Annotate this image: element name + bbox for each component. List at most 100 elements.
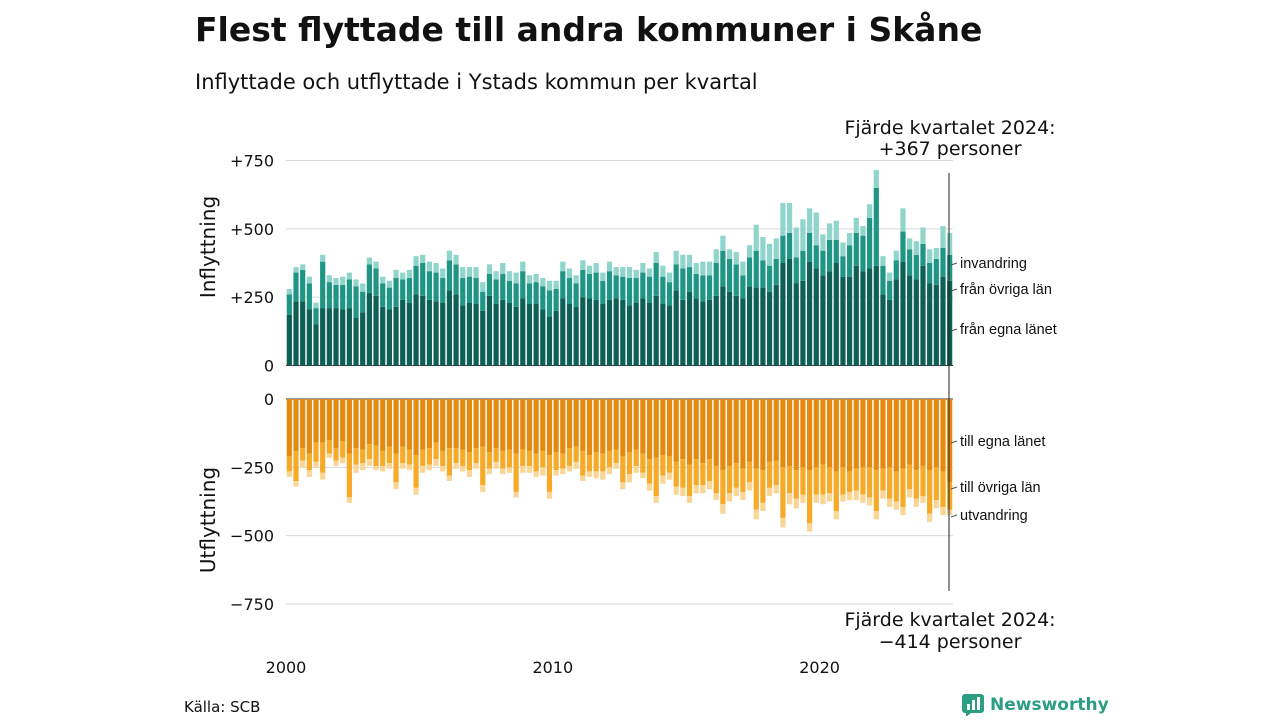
bar-in-own: [933, 284, 939, 366]
bar-out-own: [606, 399, 613, 451]
bar-in-other: [873, 187, 879, 266]
bar-in-immigration: [766, 243, 773, 266]
bar-out-emigration: [700, 485, 706, 494]
bar-in-other: [486, 273, 493, 296]
bar-in-other: [766, 265, 773, 292]
bar-out-emigration: [466, 470, 473, 477]
bar-out-other: [746, 461, 753, 483]
bar-in-other: [720, 250, 726, 287]
bar-out-own: [680, 399, 686, 460]
bar-in-other: [393, 278, 399, 307]
bar-in-other: [806, 232, 813, 262]
bar-in-other: [473, 278, 479, 304]
bar-in-own: [940, 276, 946, 366]
bar-in-other: [680, 268, 686, 300]
bar-out-other: [540, 450, 546, 468]
source-note: Källa: SCB: [184, 698, 261, 716]
bar-in-other: [940, 247, 946, 277]
bar-out-emigration: [313, 461, 319, 468]
bar-in-immigration: [860, 226, 866, 236]
bottom-annotation-line1: Fjärde kvartalet 2024:: [844, 609, 1055, 631]
bar-in-immigration: [426, 261, 433, 272]
bar-in-immigration: [573, 275, 579, 284]
bar-in-immigration: [593, 263, 599, 273]
bar-out-other: [847, 471, 853, 492]
bar-in-own: [793, 283, 799, 366]
bar-out-emigration: [820, 494, 826, 505]
bar-in-other: [827, 239, 833, 272]
bar-in-own: [867, 268, 873, 366]
series-label: invandring: [960, 256, 1027, 272]
bar-out-other: [860, 467, 866, 495]
series-label: till övriga län: [960, 480, 1041, 496]
bar-out-own: [473, 399, 479, 449]
bar-out-own: [760, 399, 766, 471]
bar-out-own: [533, 399, 539, 454]
bar-in-own: [393, 306, 399, 366]
series-label: från egna länet: [960, 322, 1057, 338]
ytick-top: +500: [230, 220, 274, 239]
bar-out-other: [646, 459, 653, 484]
bar-out-other: [386, 446, 392, 464]
bar-in-own: [493, 304, 499, 366]
chart-subtitle: Inflyttade och utflyttade i Ystads kommu…: [195, 70, 758, 94]
bottom-annotation-line2: −414 personer: [879, 631, 1022, 653]
bar-in-own: [560, 298, 566, 366]
bar-in-immigration: [413, 256, 419, 266]
bar-in-own: [580, 297, 586, 366]
bar-out-own: [640, 399, 646, 454]
bar-in-own: [907, 275, 913, 366]
ytick-bottom: −250: [230, 458, 274, 477]
bar-in-other: [426, 271, 433, 300]
bar-in-own: [860, 271, 866, 366]
xtick: 2000: [266, 658, 307, 677]
bar-out-emigration: [433, 459, 439, 466]
bar-in-immigration: [473, 267, 479, 279]
bar-out-other: [393, 453, 399, 483]
bar-in-own: [613, 298, 619, 366]
bar-in-immigration: [393, 269, 399, 279]
bar-in-immigration: [506, 271, 513, 281]
bar-in-other: [760, 260, 766, 288]
bar-in-own: [766, 291, 773, 366]
bar-in-immigration: [366, 257, 372, 265]
bar-in-own: [386, 309, 392, 366]
bar-in-own: [300, 301, 306, 366]
bar-out-other: [893, 471, 899, 502]
bar-out-other: [786, 465, 793, 494]
bar-in-immigration: [633, 269, 639, 279]
bar-out-own: [486, 399, 493, 453]
bar-in-other: [560, 271, 566, 299]
bar-in-immigration: [680, 254, 686, 269]
bar-in-immigration: [626, 267, 633, 279]
bar-out-own: [847, 399, 853, 472]
bar-in-immigration: [606, 261, 613, 272]
bar-in-immigration: [646, 268, 653, 277]
bar-out-other: [486, 452, 493, 469]
bar-in-immigration: [500, 263, 506, 274]
bar-in-other: [520, 271, 526, 299]
bar-in-other: [867, 217, 873, 269]
bar-out-own: [346, 399, 352, 454]
bar-out-emigration: [546, 491, 553, 499]
bar-in-immigration: [833, 220, 839, 240]
bar-in-immigration: [933, 247, 939, 259]
bar-out-emigration: [666, 472, 673, 480]
bar-out-other: [927, 470, 933, 514]
ytick-top: +750: [230, 152, 274, 171]
bar-out-emigration: [806, 523, 813, 532]
bar-in-other: [586, 273, 593, 299]
bar-in-immigration: [726, 249, 733, 259]
bar-out-emigration: [706, 481, 713, 490]
bar-out-own: [653, 399, 659, 458]
bar-in-immigration: [793, 227, 799, 258]
bar-in-immigration: [440, 268, 446, 279]
bar-in-own: [400, 299, 406, 366]
bar-in-other: [286, 294, 292, 315]
bar-out-emigration: [506, 467, 513, 473]
bar-out-own: [947, 399, 953, 483]
bar-out-other: [373, 445, 379, 466]
bar-in-other: [606, 271, 613, 300]
bar-in-immigration: [293, 267, 299, 273]
bar-in-other: [366, 264, 372, 294]
